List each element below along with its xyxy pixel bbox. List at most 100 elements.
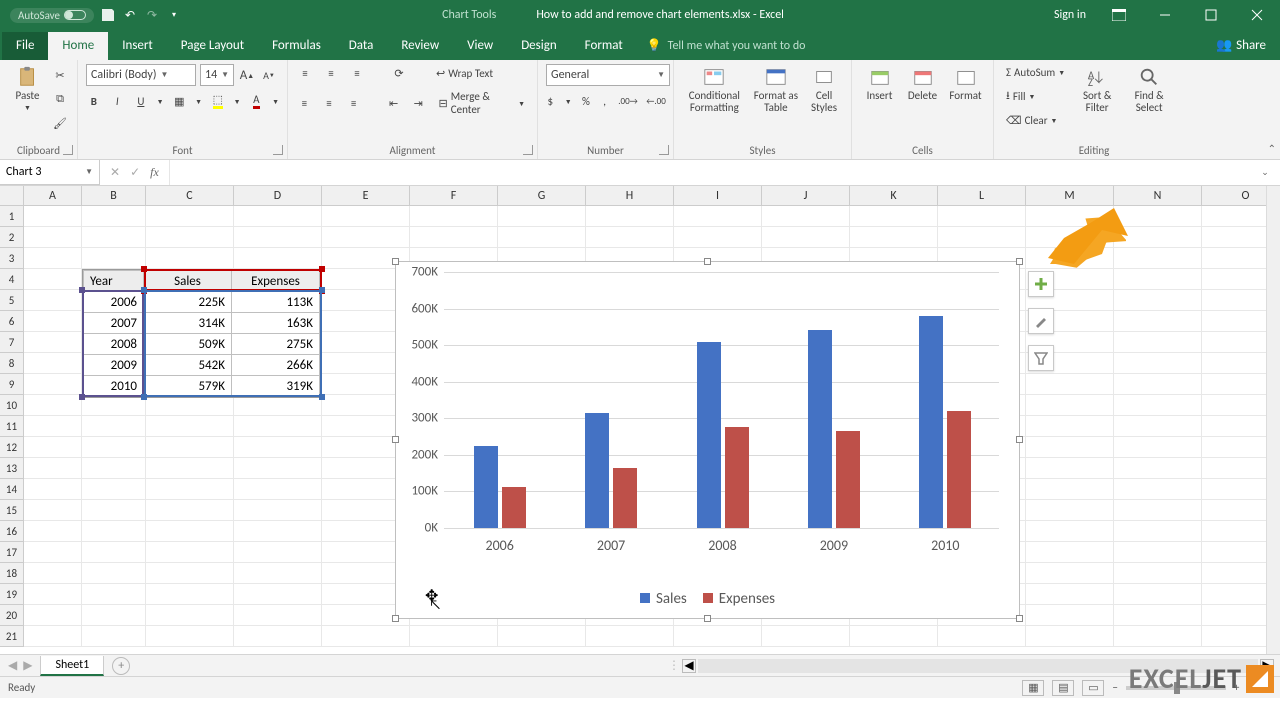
row-header[interactable]: 19 (0, 584, 24, 605)
tab-design[interactable]: Design (507, 32, 570, 60)
decrease-decimal-icon[interactable]: ←.00 (647, 92, 665, 110)
select-all-corner[interactable] (0, 186, 24, 206)
column-header[interactable]: H (586, 186, 674, 206)
chevron-down-icon[interactable]: ▼ (157, 97, 164, 106)
insert-cells-button[interactable]: Insert (860, 64, 899, 104)
expand-formula-bar-icon[interactable]: ⌄ (1256, 167, 1274, 178)
scroll-left-icon[interactable]: ◀ (682, 659, 696, 673)
chart-filters-button[interactable] (1028, 345, 1054, 371)
resize-handle-icon[interactable] (1016, 615, 1023, 622)
chart-bar[interactable] (697, 342, 721, 528)
column-header[interactable]: K (850, 186, 938, 206)
resize-handle-icon[interactable] (1016, 258, 1023, 265)
increase-decimal-icon[interactable]: .00→ (619, 92, 637, 110)
worksheet-grid[interactable]: ABCDEFGHIJKLMNO 123456789101112131415161… (0, 186, 1280, 654)
enter-formula-icon[interactable]: ✓ (130, 165, 140, 180)
prev-sheet-icon[interactable]: ◀ (8, 658, 17, 673)
chevron-down-icon[interactable]: ▼ (272, 97, 279, 106)
column-header[interactable]: D (234, 186, 322, 206)
row-header[interactable]: 8 (0, 353, 24, 374)
chart-bar[interactable] (919, 316, 943, 528)
vertical-scrollbar[interactable] (1266, 186, 1280, 654)
zoom-out-icon[interactable]: − (1112, 681, 1117, 694)
align-bottom-icon[interactable]: ≡ (348, 64, 366, 82)
chevron-down-icon[interactable]: ▼ (565, 97, 572, 106)
format-painter-icon[interactable]: 🖌 (51, 114, 69, 132)
grow-font-icon[interactable]: A▲ (238, 66, 256, 84)
column-header[interactable]: A (24, 186, 82, 206)
tab-formulas[interactable]: Formulas (258, 32, 335, 60)
chart-bar[interactable] (474, 446, 498, 528)
column-header[interactable]: B (82, 186, 146, 206)
percent-format-icon[interactable]: % (582, 92, 591, 110)
font-color-button[interactable]: A (249, 92, 265, 110)
italic-button[interactable]: I (110, 92, 126, 110)
plot-area[interactable]: 0K100K200K300K400K500K600K700K2006200720… (444, 272, 999, 528)
next-sheet-icon[interactable]: ▶ (23, 658, 32, 673)
format-cells-button[interactable]: Format (946, 64, 985, 104)
resize-handle-icon[interactable] (1016, 436, 1023, 443)
view-normal-icon[interactable]: ▦ (1022, 680, 1044, 696)
chart-bar[interactable] (947, 411, 971, 528)
row-header[interactable]: 2 (0, 227, 24, 248)
increase-indent-icon[interactable]: ⇥ (410, 94, 427, 112)
row-header[interactable]: 15 (0, 500, 24, 521)
new-sheet-button[interactable]: + (112, 657, 130, 675)
merge-center-button[interactable]: ⊟Merge & Center▼ (435, 88, 530, 118)
row-header[interactable]: 14 (0, 479, 24, 500)
column-header[interactable]: I (674, 186, 762, 206)
qat-customize-icon[interactable]: ▾ (166, 7, 182, 23)
tab-view[interactable]: View (453, 32, 507, 60)
copy-icon[interactable]: ⧉ (51, 90, 69, 108)
format-as-table-button[interactable]: Format as Table (751, 64, 801, 116)
tab-file[interactable]: File (2, 32, 48, 60)
legend-item[interactable]: Expenses (703, 590, 775, 608)
column-header[interactable]: L (938, 186, 1026, 206)
row-header[interactable]: 20 (0, 605, 24, 626)
resize-handle-icon[interactable] (392, 436, 399, 443)
tell-me-search[interactable]: 💡 Tell me what you want to do (647, 38, 806, 60)
row-header[interactable]: 11 (0, 416, 24, 437)
column-header[interactable]: M (1026, 186, 1114, 206)
cut-icon[interactable]: ✂ (51, 66, 69, 84)
cell-styles-button[interactable]: Cell Styles (805, 64, 843, 116)
comma-format-icon[interactable]: , (600, 92, 609, 110)
tab-format[interactable]: Format (571, 32, 637, 60)
chart-bar[interactable] (502, 487, 526, 528)
row-header[interactable]: 4 (0, 269, 24, 290)
sheet-tab[interactable]: Sheet1 (40, 656, 104, 676)
row-header[interactable]: 1 (0, 206, 24, 227)
undo-icon[interactable]: ↶ (122, 7, 138, 23)
chevron-down-icon[interactable]: ▼ (195, 97, 202, 106)
maximize-icon[interactable] (1188, 0, 1234, 30)
autosave-toggle[interactable]: AutoSave (10, 8, 94, 23)
row-header[interactable]: 9 (0, 374, 24, 395)
find-select-button[interactable]: Find & Select (1125, 64, 1173, 116)
minimize-icon[interactable] (1142, 0, 1188, 30)
chart-legend[interactable]: SalesExpenses (396, 590, 1019, 608)
chart-styles-button[interactable] (1028, 308, 1054, 334)
view-page-break-icon[interactable]: ▭ (1082, 680, 1104, 696)
bold-button[interactable]: B (86, 92, 102, 110)
sign-in-button[interactable]: Sign in (1044, 8, 1096, 22)
row-header[interactable]: 18 (0, 563, 24, 584)
chart-bar[interactable] (725, 427, 749, 528)
embedded-chart[interactable]: 0K100K200K300K400K500K600K700K2006200720… (395, 261, 1020, 619)
chart-bar[interactable] (808, 330, 832, 528)
font-size-dropdown[interactable]: 14▼ (200, 64, 234, 86)
chart-bar[interactable] (613, 468, 637, 528)
wrap-text-button[interactable]: ↩Wrap Text (432, 65, 497, 82)
shrink-font-icon[interactable]: A▼ (260, 66, 278, 84)
row-header[interactable]: 10 (0, 395, 24, 416)
redo-icon[interactable]: ↷ (144, 7, 160, 23)
column-header[interactable]: N (1114, 186, 1202, 206)
tab-data[interactable]: Data (335, 32, 388, 60)
fill-color-button[interactable]: ⬚ (210, 92, 226, 110)
tab-page-layout[interactable]: Page Layout (167, 32, 258, 60)
align-center-icon[interactable]: ≡ (321, 94, 338, 112)
dialog-launcher-icon[interactable] (659, 145, 669, 155)
row-header[interactable]: 7 (0, 332, 24, 353)
row-header[interactable]: 16 (0, 521, 24, 542)
orientation-icon[interactable]: ⟳ (390, 64, 408, 82)
close-icon[interactable] (1234, 0, 1280, 30)
